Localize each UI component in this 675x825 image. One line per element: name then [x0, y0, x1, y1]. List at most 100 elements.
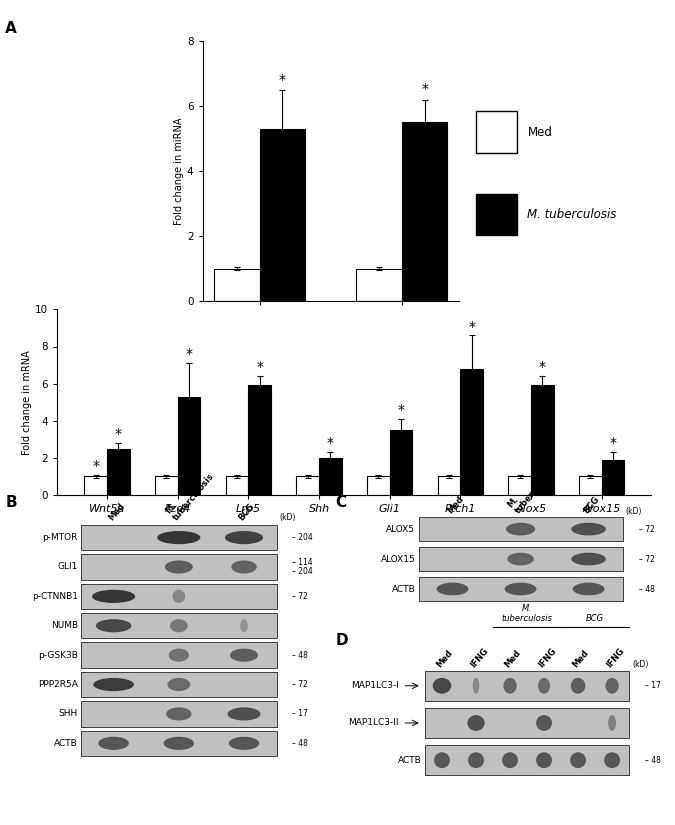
Ellipse shape: [502, 752, 518, 768]
Text: (kD): (kD): [279, 513, 296, 522]
Text: *: *: [279, 73, 286, 87]
Ellipse shape: [608, 715, 616, 731]
Ellipse shape: [230, 648, 258, 662]
Ellipse shape: [93, 678, 134, 691]
Ellipse shape: [170, 620, 188, 632]
Ellipse shape: [434, 752, 450, 768]
Ellipse shape: [572, 582, 605, 596]
Text: *: *: [186, 347, 192, 361]
Text: p-CTNNB1: p-CTNNB1: [32, 592, 78, 601]
Text: *: *: [398, 403, 404, 417]
Text: *: *: [256, 361, 263, 375]
Ellipse shape: [571, 678, 585, 694]
Bar: [296, 477, 319, 495]
FancyBboxPatch shape: [477, 111, 516, 153]
Text: A: A: [5, 21, 17, 35]
Text: – 17: – 17: [645, 681, 662, 691]
Bar: [508, 477, 531, 495]
Ellipse shape: [167, 678, 190, 691]
FancyBboxPatch shape: [81, 584, 277, 609]
Text: – 72: – 72: [292, 592, 308, 601]
FancyBboxPatch shape: [477, 194, 516, 235]
Ellipse shape: [92, 590, 135, 603]
Text: BCG: BCG: [582, 495, 601, 516]
Ellipse shape: [225, 531, 263, 545]
Text: MAP1LC3-I: MAP1LC3-I: [351, 681, 399, 691]
Bar: [214, 269, 260, 301]
Text: ALOX15: ALOX15: [381, 554, 415, 563]
Bar: [107, 449, 130, 495]
Text: Med: Med: [571, 648, 591, 669]
Ellipse shape: [232, 560, 256, 573]
Text: – 114: – 114: [292, 558, 313, 567]
Ellipse shape: [96, 620, 132, 632]
Text: PPP2R5A: PPP2R5A: [38, 680, 78, 689]
Text: *: *: [327, 436, 334, 450]
FancyBboxPatch shape: [418, 577, 622, 601]
Bar: [248, 385, 271, 495]
Text: MAP1LC3-II: MAP1LC3-II: [348, 719, 399, 728]
FancyBboxPatch shape: [81, 643, 277, 668]
Text: C: C: [335, 495, 346, 510]
Bar: [178, 397, 200, 495]
Bar: [155, 477, 178, 495]
Ellipse shape: [570, 752, 586, 768]
FancyBboxPatch shape: [425, 708, 629, 738]
Ellipse shape: [571, 523, 606, 535]
Text: *: *: [468, 319, 475, 333]
Text: – 204: – 204: [292, 533, 313, 542]
Bar: [319, 458, 342, 495]
Text: *: *: [421, 82, 428, 97]
Ellipse shape: [536, 752, 552, 768]
Text: BCG: BCG: [237, 501, 256, 522]
Ellipse shape: [229, 737, 259, 750]
Text: ACTB: ACTB: [54, 739, 78, 747]
FancyBboxPatch shape: [418, 516, 622, 541]
Text: – 204: – 204: [292, 567, 313, 576]
Ellipse shape: [472, 678, 479, 694]
Text: Med: Med: [107, 501, 126, 522]
Text: SHH: SHH: [59, 710, 78, 719]
Ellipse shape: [165, 560, 193, 573]
Text: (kD): (kD): [632, 660, 649, 669]
Text: *: *: [115, 427, 122, 441]
Text: M.
tuberculosis: M. tuberculosis: [164, 464, 217, 522]
Text: M.
tuberculosis: M. tuberculosis: [502, 604, 553, 623]
Ellipse shape: [505, 582, 537, 596]
Text: B: B: [5, 495, 17, 510]
Ellipse shape: [467, 715, 485, 731]
Text: p-MTOR: p-MTOR: [43, 533, 78, 542]
Text: M. tuberculosis: M. tuberculosis: [527, 208, 617, 221]
Bar: [402, 122, 448, 301]
FancyBboxPatch shape: [81, 613, 277, 639]
Ellipse shape: [605, 678, 619, 694]
Ellipse shape: [172, 590, 185, 603]
Bar: [579, 477, 601, 495]
Ellipse shape: [506, 523, 535, 535]
Text: *: *: [610, 436, 616, 450]
Text: – 72: – 72: [639, 525, 655, 534]
Bar: [460, 369, 483, 495]
Bar: [225, 477, 248, 495]
Text: – 48: – 48: [639, 584, 655, 593]
Bar: [531, 385, 554, 495]
Ellipse shape: [166, 707, 192, 720]
FancyBboxPatch shape: [425, 745, 629, 776]
Y-axis label: Fold change in mRNA: Fold change in mRNA: [22, 350, 32, 455]
FancyBboxPatch shape: [425, 671, 629, 701]
Text: Med: Med: [503, 648, 523, 669]
Text: – 17: – 17: [292, 710, 308, 719]
Text: Med: Med: [527, 125, 552, 139]
Text: D: D: [335, 633, 348, 648]
Ellipse shape: [157, 531, 200, 545]
Text: ALOX5: ALOX5: [386, 525, 415, 534]
Bar: [438, 477, 460, 495]
Text: IFNG: IFNG: [605, 646, 626, 669]
Text: Med: Med: [435, 648, 455, 669]
Text: (kD): (kD): [626, 507, 642, 516]
Text: NUMB: NUMB: [51, 621, 78, 630]
Bar: [260, 129, 305, 301]
Ellipse shape: [538, 678, 550, 694]
Text: IFNG: IFNG: [537, 646, 558, 669]
Ellipse shape: [433, 678, 452, 694]
